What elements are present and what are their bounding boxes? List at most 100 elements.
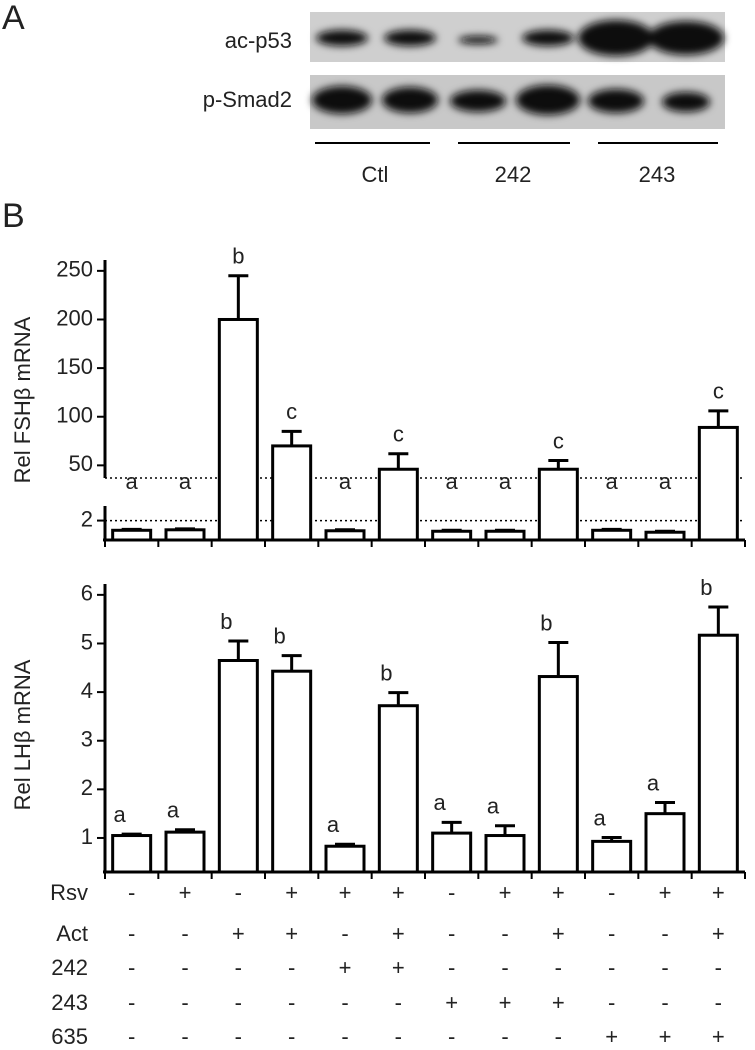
y-axis-label: Rel FSHβ mRNA [10,316,35,483]
error-bar [228,639,249,661]
significance-letter: c [553,428,564,453]
significance-letter: a [339,469,352,494]
error-bar [708,409,729,428]
treatment-sign: - [501,921,508,946]
bar [591,839,633,874]
significance-letter: a [487,794,500,819]
bar [697,633,739,874]
treatment-sign: + [499,880,512,905]
treatment-label: 242 [51,955,88,980]
significance-letter: b [540,610,552,635]
treatment-sign: - [288,990,295,1015]
significance-letter: a [659,469,672,494]
significance-letter: a [434,790,447,815]
treatment-sign: + [445,990,458,1015]
error-bar [441,820,462,834]
group-label: 243 [639,162,676,187]
significance-letter: b [380,660,392,685]
y-axis-label: Rel LHβ mRNA [10,659,35,810]
significance-letter: a [327,812,340,837]
error-bar [601,527,622,531]
blot-row-label: p-Smad2 [203,87,292,112]
treatment-label: 243 [51,990,88,1015]
y-tick-label: 150 [56,354,93,379]
treatment-label: Rsv [50,880,88,905]
treatment-sign: - [715,990,722,1015]
treatment-sign: - [128,921,135,946]
y-tick-label: 250 [56,257,93,282]
significance-letter: a [114,802,127,827]
treatment-sign: - [235,880,242,905]
treatment-sign: + [552,921,565,946]
y-tick-label: 200 [56,305,93,330]
treatment-sign: - [661,955,668,980]
bar [271,444,313,542]
treatment-sign: + [339,955,352,980]
treatment-sign: - [128,955,135,980]
bar [217,659,259,874]
treatment-sign: - [608,990,615,1015]
error-bar [281,654,302,672]
treatment-sign: - [395,1024,402,1049]
treatment-label: 635 [51,1024,88,1049]
bar [164,830,206,874]
treatment-sign: - [608,921,615,946]
significance-letter: a [647,770,660,795]
error-bar [121,527,142,531]
bar [591,528,633,542]
treatment-sign: + [392,880,405,905]
y-tick-label: 6 [81,581,93,606]
error-bar [228,274,249,320]
treatment-sign: - [395,990,402,1015]
error-bar [601,835,622,842]
treatment-sign: - [341,921,348,946]
treatment-sign: + [659,880,672,905]
treatment-sign: - [608,955,615,980]
error-bar [655,800,675,814]
significance-letter: b [274,623,286,648]
error-bar [175,828,195,833]
treatment-sign: + [605,1024,618,1049]
treatment-sign: - [448,955,455,980]
treatment-sign: - [448,1024,455,1049]
panel-label: B [2,197,25,235]
y-tick-label: 1 [81,824,93,849]
treatment-sign: - [181,921,188,946]
significance-letter: a [167,798,180,823]
treatment-sign: - [661,990,668,1015]
y-tick-label: 3 [81,727,93,752]
blot-row-label: ac-p53 [225,28,292,53]
treatment-sign: + [232,921,245,946]
treatment-sign: - [341,990,348,1015]
y-tick-label: 100 [56,403,93,428]
treatment-sign: - [608,880,615,905]
treatment-sign: - [288,1024,295,1049]
bar [164,528,206,542]
treatment-sign: - [501,955,508,980]
treatment-sign: + [285,921,298,946]
error-bar [335,842,355,847]
treatment-sign: + [659,1024,672,1049]
error-bar [495,824,515,836]
treatment-sign: + [552,990,565,1015]
treatment-sign: - [181,990,188,1015]
bar [537,467,579,542]
error-bar [708,605,729,636]
treatment-sign: - [555,955,562,980]
y-tick-label: 4 [81,678,93,703]
significance-letter: a [606,469,619,494]
bar [537,675,579,874]
error-bar [548,458,569,470]
error-bar [175,527,195,531]
significance-letter: a [594,805,607,830]
bar [377,467,419,542]
bar [431,529,473,542]
treatment-sign: - [235,955,242,980]
bar [217,317,259,542]
significance-letter: b [700,575,712,600]
significance-letter: a [499,469,512,494]
treatment-sign: - [288,955,295,980]
group-label: Ctl [362,162,389,187]
treatment-sign: + [712,1024,725,1049]
